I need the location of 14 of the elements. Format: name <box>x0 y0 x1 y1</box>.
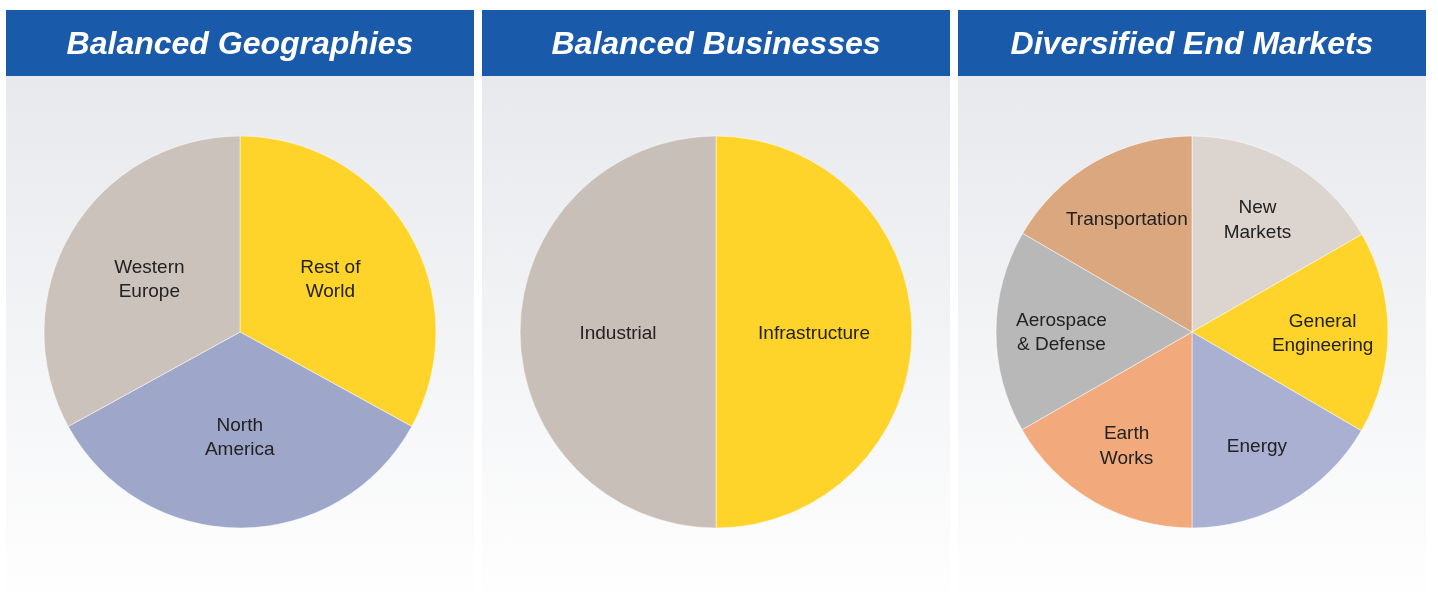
chart-title: Balanced Businesses <box>482 10 950 76</box>
slice-label: Infrastructure <box>758 321 870 343</box>
slice-label: New Markets <box>1223 196 1292 242</box>
slice-label: General Engineering <box>1271 309 1374 356</box>
chart-title: Diversified End Markets <box>958 10 1426 76</box>
slice-label: Earth Works <box>1099 422 1154 468</box>
slice-label: North America <box>204 413 276 460</box>
slice-label: Western Europe <box>114 255 185 302</box>
slice-label: Industrial <box>579 321 657 343</box>
slice-label: Transportation <box>1065 208 1188 230</box>
chart-title: Balanced Geographies <box>6 10 474 76</box>
slice-label: Rest of World <box>300 255 362 302</box>
slice-label: Aerospace & Defense <box>1015 308 1107 355</box>
slice-label: Energy <box>1226 434 1288 456</box>
